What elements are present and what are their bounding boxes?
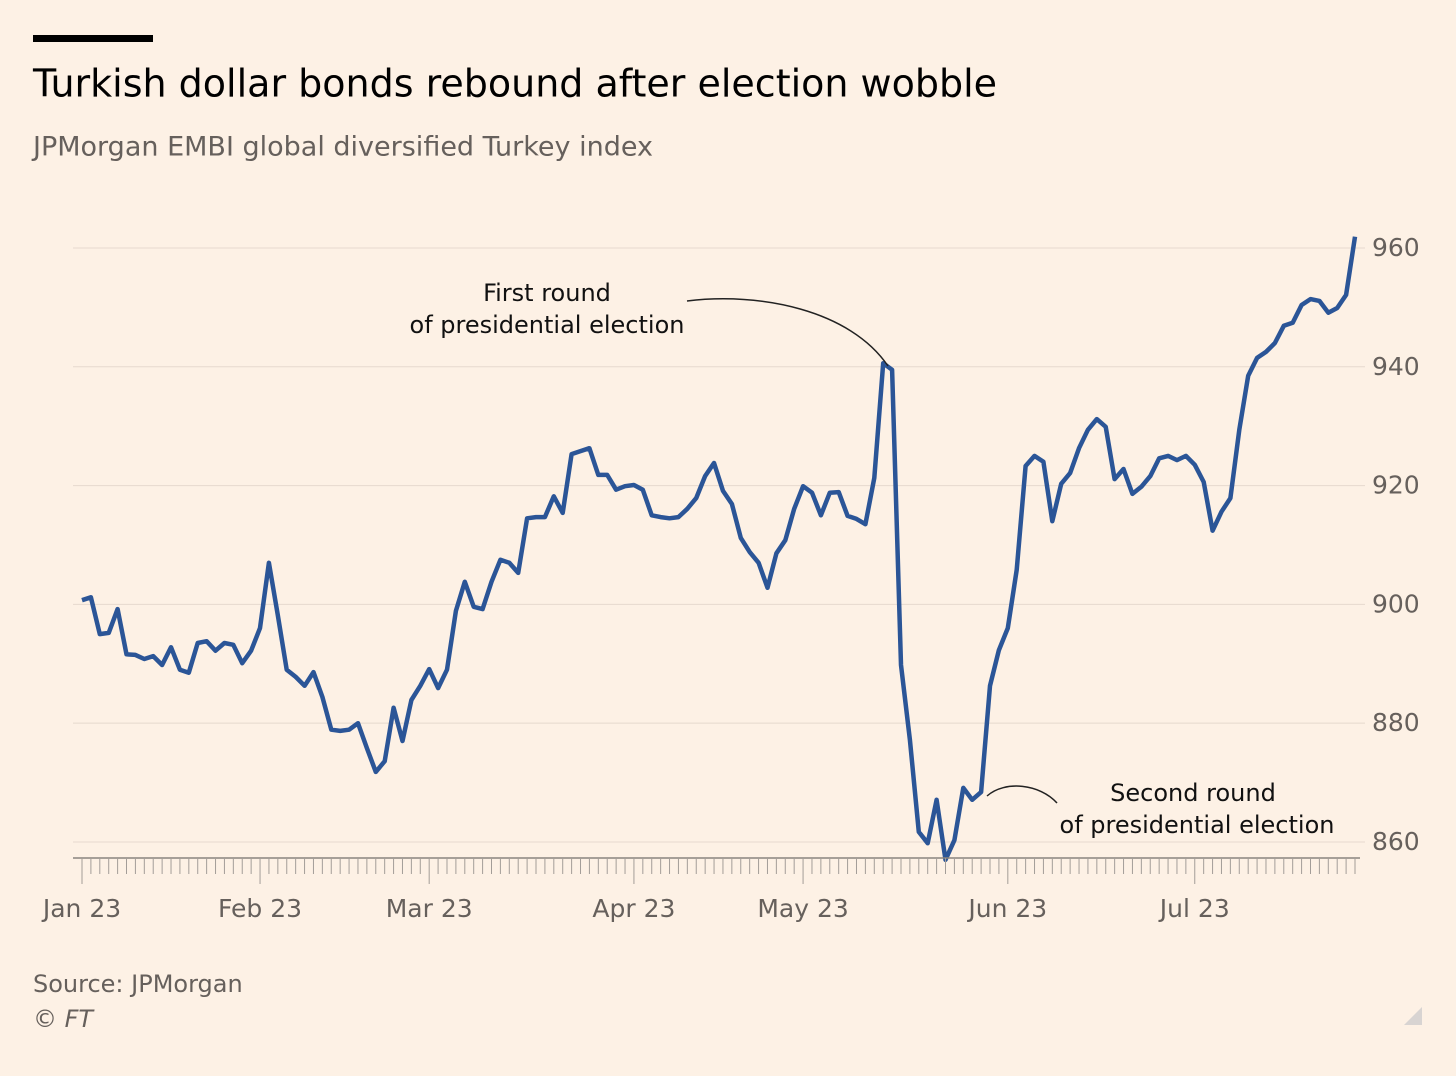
x-tick-label: Jul 23: [1158, 894, 1230, 923]
annotation-text: First round: [483, 279, 611, 307]
credit: © FT: [33, 1005, 95, 1033]
top-bar: [33, 35, 153, 42]
y-tick-label: 900: [1372, 589, 1420, 618]
x-tick-label: Mar 23: [386, 894, 473, 923]
chart-title: Turkish dollar bonds rebound after elect…: [32, 62, 997, 106]
y-tick-label: 880: [1372, 708, 1420, 737]
y-tick-label: 940: [1372, 352, 1420, 381]
x-tick-label: Apr 23: [592, 894, 675, 923]
y-tick-label: 960: [1372, 233, 1420, 262]
source: Source: JPMorgan: [33, 970, 243, 998]
x-tick-label: Jun 23: [966, 894, 1047, 923]
y-tick-label: 860: [1372, 827, 1420, 856]
line-series: [81, 236, 1358, 863]
annotation-connector: [686, 298, 889, 367]
annotation-text: of presidential election: [1060, 811, 1335, 839]
x-tick-label: May 23: [757, 894, 848, 923]
x-tick-label: Feb 23: [218, 894, 302, 923]
chart-subtitle: JPMorgan EMBI global diversified Turkey …: [31, 132, 653, 163]
annotation-text: of presidential election: [410, 311, 685, 339]
annotation-text: Second round: [1110, 779, 1276, 807]
annotation-connector: [986, 785, 1058, 804]
x-tick-label: Jan 23: [41, 894, 121, 923]
y-tick-label: 920: [1372, 471, 1420, 500]
corner-icon: [1404, 1007, 1422, 1025]
